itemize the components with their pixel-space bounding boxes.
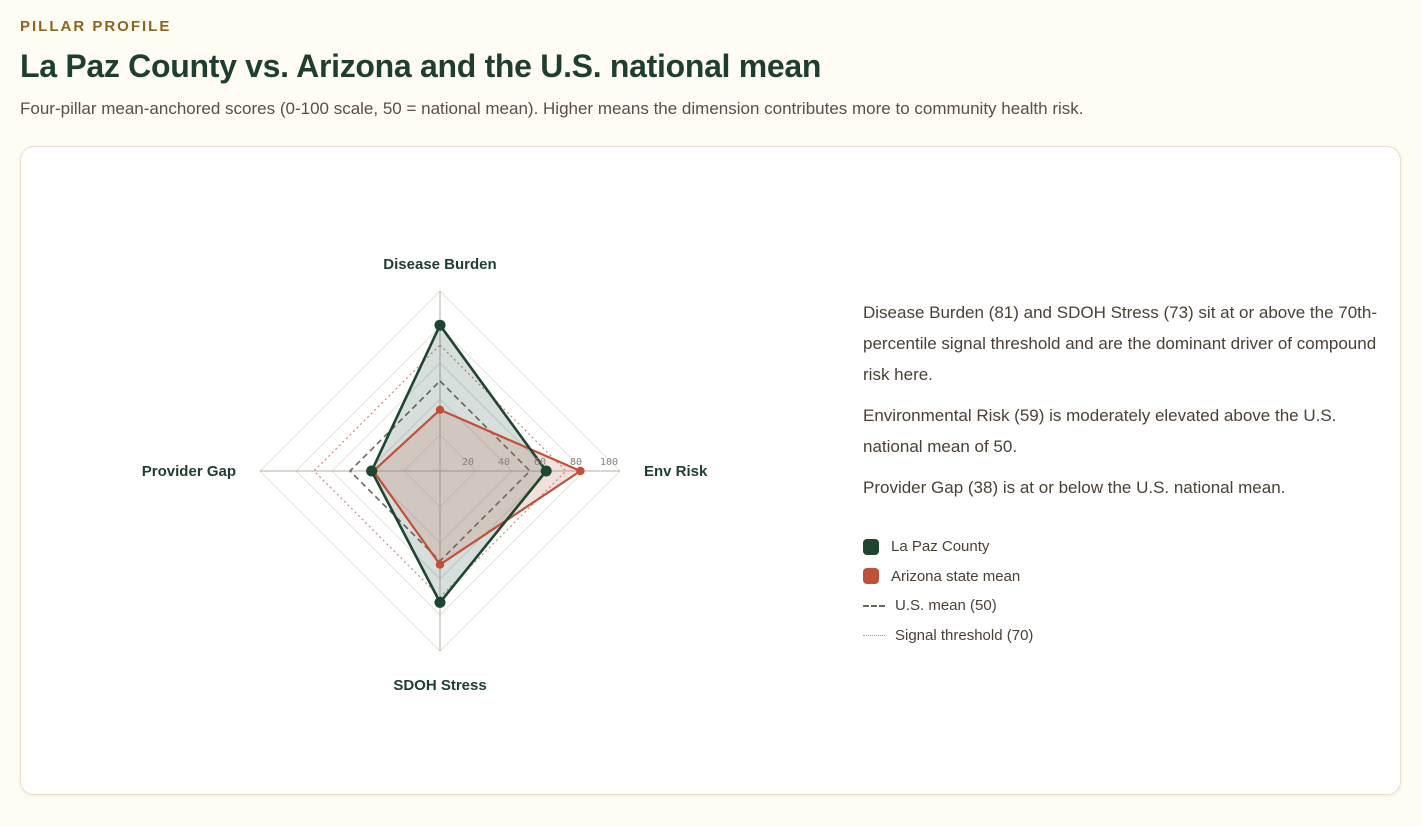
radar-chart: 20 40 60 80 100 Disease Burden Env Risk SDOH S… [142, 256, 708, 694]
state-point-1 [435, 405, 445, 414]
legend-label: Signal threshold (70) [895, 626, 1034, 644]
tick-label-20: 20 [462, 457, 474, 468]
legend-label: La Paz County [891, 538, 990, 556]
legend-item-threshold: Signal threshold (70) [863, 621, 1033, 651]
eyebrow-label: PILLAR PROFILE [20, 18, 172, 35]
state-point-3 [435, 560, 445, 569]
axis-label-2: Env Risk [644, 463, 708, 480]
state-swatch [863, 568, 879, 585]
us-mean-swatch [863, 604, 885, 607]
axis-label-4: Provider Gap [142, 463, 236, 480]
county-swatch [863, 538, 879, 555]
county-point-4 [366, 465, 378, 477]
narrative-paragraph-1: Disease Burden (81) and SDOH Stress (73)… [863, 303, 1378, 384]
axis-label-1: Disease Burden [383, 256, 496, 273]
tick-label-60: 60 [534, 457, 546, 468]
chart-card: 20 40 60 80 100 Disease Burden Env Risk SDOH S… [20, 146, 1401, 795]
narrative-paragraph-3: Provider Gap (38) is at or below the U.S… [863, 478, 1286, 497]
legend: La Paz County Arizona state mean U.S. me… [863, 532, 1033, 650]
legend-item-county: La Paz County [863, 532, 1033, 562]
legend-item-us-mean: U.S. mean (50) [863, 591, 1033, 621]
axis-labels: Disease Burden Env Risk SDOH Stress Provide… [142, 256, 708, 694]
narrative-paragraph-2: Environmental Risk (59) is moderately el… [863, 406, 1337, 456]
tick-labels: 20 40 60 80 100 [462, 457, 618, 468]
legend-label: U.S. mean (50) [895, 597, 997, 615]
page-subtitle: Four-pillar mean-anchored scores (0-100 … [20, 99, 1084, 118]
threshold-swatch [863, 634, 885, 636]
legend-label: Arizona state mean [891, 567, 1021, 585]
tick-label-40: 40 [498, 457, 510, 468]
county-point-2 [540, 465, 552, 477]
tick-label-100: 100 [600, 457, 618, 468]
county-point-3 [434, 596, 446, 608]
axis-label-3: SDOH Stress [393, 677, 486, 694]
tick-label-80: 80 [570, 457, 582, 468]
narrative: Disease Burden (81) and SDOH Stress (73)… [863, 297, 1383, 513]
legend-item-state: Arizona state mean [863, 562, 1033, 592]
county-area [371, 325, 547, 603]
county-point-1 [434, 319, 446, 331]
state-point-2 [576, 466, 585, 476]
series-layer [366, 319, 585, 608]
page-title: La Paz County vs. Arizona and the U.S. n… [20, 48, 822, 84]
